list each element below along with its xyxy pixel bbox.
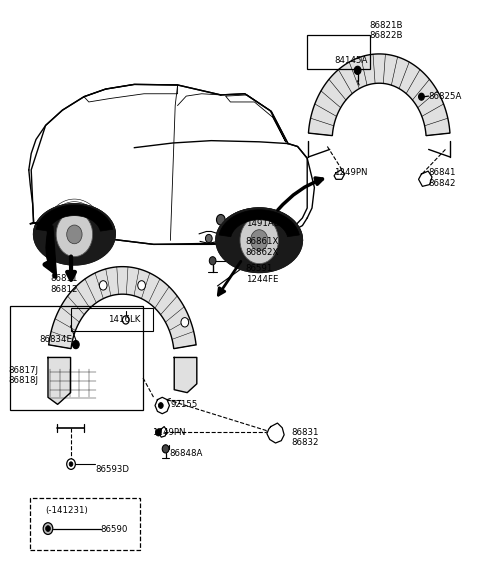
Circle shape (99, 281, 107, 290)
Circle shape (251, 230, 268, 251)
Polygon shape (216, 208, 302, 272)
Bar (71, 308, 153, 331)
Polygon shape (36, 205, 113, 231)
Text: 86817J
86818J: 86817J 86818J (9, 366, 38, 385)
Circle shape (138, 281, 145, 290)
Text: 1249PN: 1249PN (152, 428, 185, 437)
Polygon shape (30, 223, 57, 278)
Polygon shape (309, 54, 450, 135)
Text: 86834E: 86834E (40, 335, 73, 344)
Text: 1416LK: 1416LK (108, 315, 140, 323)
Circle shape (209, 257, 216, 265)
Text: 92155: 92155 (170, 400, 198, 409)
Circle shape (67, 225, 82, 244)
Circle shape (419, 93, 424, 100)
Text: 86811
86812: 86811 86812 (50, 274, 77, 294)
Circle shape (43, 523, 53, 534)
Text: 1491AD: 1491AD (246, 219, 280, 228)
Polygon shape (174, 357, 197, 393)
Circle shape (240, 217, 278, 264)
Text: 86821B
86822B: 86821B 86822B (370, 21, 403, 40)
Polygon shape (216, 208, 302, 272)
Circle shape (67, 459, 75, 469)
Polygon shape (34, 204, 115, 265)
Circle shape (56, 212, 93, 257)
Text: 86848A: 86848A (169, 449, 203, 458)
Circle shape (122, 316, 129, 324)
Text: (-141231): (-141231) (45, 506, 88, 515)
Text: 86590: 86590 (101, 525, 128, 534)
Text: 86591
1244FE: 86591 1244FE (246, 264, 278, 284)
Circle shape (240, 217, 278, 264)
Circle shape (205, 234, 212, 243)
Polygon shape (31, 84, 307, 244)
Text: 1249PN: 1249PN (334, 168, 367, 177)
Bar (307, 35, 370, 69)
Circle shape (56, 212, 93, 257)
Circle shape (67, 225, 82, 244)
Circle shape (181, 318, 189, 327)
Text: 84145A: 84145A (334, 56, 368, 65)
Circle shape (216, 214, 225, 225)
Polygon shape (219, 210, 300, 237)
Circle shape (69, 462, 73, 466)
Text: 86825A: 86825A (429, 92, 462, 101)
Bar (10, 306, 143, 410)
Text: 86861X
86862X: 86861X 86862X (246, 237, 279, 257)
Circle shape (162, 445, 169, 453)
Circle shape (72, 340, 79, 349)
Polygon shape (36, 205, 113, 231)
Circle shape (354, 66, 361, 74)
Circle shape (46, 526, 50, 532)
Polygon shape (34, 204, 115, 265)
Circle shape (158, 403, 163, 408)
Polygon shape (49, 267, 196, 349)
Text: 86593D: 86593D (95, 465, 129, 474)
Polygon shape (219, 210, 300, 237)
Circle shape (251, 230, 268, 251)
Bar (30, 498, 140, 550)
Circle shape (156, 429, 161, 436)
Polygon shape (48, 357, 71, 404)
Text: 86831
86832: 86831 86832 (291, 428, 319, 447)
Text: 86841
86842: 86841 86842 (429, 168, 456, 188)
